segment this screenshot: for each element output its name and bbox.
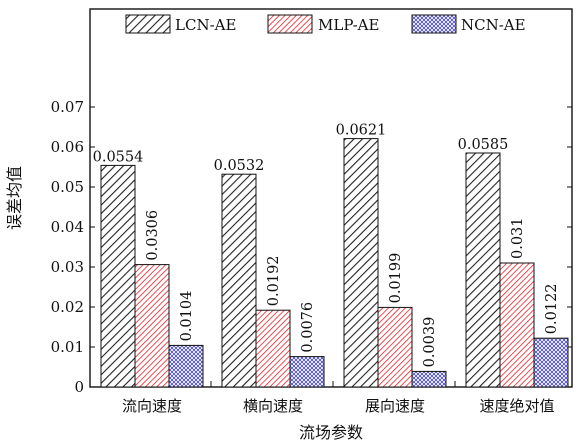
data-label: 0.0306 (145, 210, 161, 261)
bar-ncn-ae-3 (533, 337, 569, 388)
bar-lcn-ae-1 (221, 173, 257, 388)
data-label: 0.0076 (300, 302, 316, 353)
legend-label-ncn-ae: NCN-AE (461, 16, 526, 34)
y-tick-label: 0.01 (51, 338, 84, 356)
data-label: 0.0039 (422, 317, 438, 368)
legend-swatch-mlp-ae (267, 14, 313, 34)
legend-swatch-ncn-ae (411, 14, 457, 34)
y-tick-label: 0 (74, 378, 84, 396)
bar-mlp-ae-0 (134, 264, 170, 388)
bar-ncn-ae-1 (289, 356, 325, 388)
bars-group (100, 138, 569, 388)
bar-lcn-ae-3 (465, 152, 501, 388)
x-axis-title: 流场参数 (299, 423, 363, 442)
y-tick-label: 0.07 (51, 98, 84, 116)
y-tick-label: 0.04 (51, 218, 84, 236)
x-tick-label: 展向速度 (365, 397, 425, 415)
legend-label-lcn-ae: LCN-AE (175, 16, 236, 34)
data-label: 0.0585 (458, 137, 509, 153)
x-tick-label: 速度绝对值 (479, 397, 554, 415)
legend-label-mlp-ae: MLP-AE (318, 16, 379, 34)
x-tick-label: 横向速度 (243, 397, 303, 415)
data-label: 0.0104 (179, 291, 195, 342)
data-label: 0.0532 (214, 158, 265, 174)
bar-ncn-ae-2 (411, 370, 447, 388)
y-tick-label: 0.02 (51, 298, 84, 316)
y-axis-title: 误差均值 (5, 166, 24, 230)
data-labels-group: 0.0554 0.0306 0.0104 0.0532 0.0192 0.0076 0.06… (93, 123, 560, 368)
data-label: 0.0122 (544, 283, 560, 334)
bar-mlp-ae-1 (255, 309, 291, 388)
bar-lcn-ae-2 (343, 138, 379, 388)
y-axis: 0 0.01 0.02 0.03 0.04 0.05 0.06 0.07 (51, 98, 572, 396)
data-label: 0.031 (510, 217, 526, 259)
legend: LCN-AE MLP-AE NCN-AE (125, 14, 526, 34)
legend-swatch-lcn-ae (125, 14, 171, 34)
plot-frame (89, 8, 573, 388)
bar-mlp-ae-2 (377, 306, 413, 388)
data-label: 0.0192 (266, 255, 282, 306)
y-tick-label: 0.06 (51, 138, 84, 156)
y-tick-label: 0.03 (51, 258, 84, 276)
x-tick-label: 流向速度 (122, 397, 182, 415)
x-axis: 流向速度 横向速度 展向速度 速度绝对值 (122, 381, 555, 415)
y-tick-label: 0.05 (51, 178, 84, 196)
bar-ncn-ae-0 (168, 344, 204, 388)
data-label: 0.0621 (336, 123, 387, 139)
data-label: 0.0199 (388, 253, 404, 304)
data-label: 0.0554 (93, 149, 144, 165)
bar-lcn-ae-0 (100, 164, 136, 388)
bar-mlp-ae-3 (499, 262, 535, 388)
